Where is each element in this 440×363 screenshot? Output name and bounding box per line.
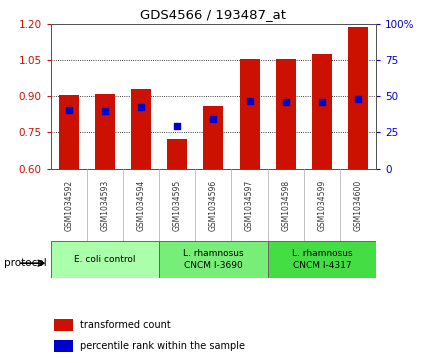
Bar xyxy=(167,139,187,169)
Point xyxy=(138,104,145,110)
Bar xyxy=(240,59,260,169)
Text: GSM1034598: GSM1034598 xyxy=(281,180,290,231)
Title: GDS4566 / 193487_at: GDS4566 / 193487_at xyxy=(140,8,286,21)
Bar xyxy=(348,27,368,169)
Point xyxy=(246,98,253,104)
Bar xyxy=(54,340,73,352)
Bar xyxy=(203,106,224,169)
Point xyxy=(65,107,72,113)
Bar xyxy=(59,95,79,169)
Point xyxy=(282,99,289,105)
Text: L. rhamnosus
CNCM I-3690: L. rhamnosus CNCM I-3690 xyxy=(183,249,244,270)
Bar xyxy=(276,59,296,169)
Bar xyxy=(54,319,73,331)
Text: GSM1034593: GSM1034593 xyxy=(100,179,110,231)
Point xyxy=(355,96,362,102)
Text: percentile rank within the sample: percentile rank within the sample xyxy=(80,341,245,351)
Text: protocol: protocol xyxy=(4,258,47,268)
Text: GSM1034600: GSM1034600 xyxy=(354,179,363,231)
Text: GSM1034596: GSM1034596 xyxy=(209,179,218,231)
Text: GSM1034592: GSM1034592 xyxy=(64,180,73,231)
FancyBboxPatch shape xyxy=(268,241,376,278)
Bar xyxy=(95,94,115,169)
Text: L. rhamnosus
CNCM I-4317: L. rhamnosus CNCM I-4317 xyxy=(292,249,352,270)
Point xyxy=(174,123,181,129)
Text: GSM1034595: GSM1034595 xyxy=(173,179,182,231)
Text: E. coli control: E. coli control xyxy=(74,255,136,264)
Text: GSM1034597: GSM1034597 xyxy=(245,179,254,231)
Point xyxy=(210,116,217,122)
Bar xyxy=(312,54,332,169)
Point xyxy=(101,108,108,114)
Text: GSM1034594: GSM1034594 xyxy=(136,179,146,231)
FancyBboxPatch shape xyxy=(159,241,268,278)
FancyBboxPatch shape xyxy=(51,241,159,278)
Bar xyxy=(131,89,151,169)
Text: transformed count: transformed count xyxy=(80,320,171,330)
Point xyxy=(319,99,326,105)
Text: GSM1034599: GSM1034599 xyxy=(317,179,326,231)
